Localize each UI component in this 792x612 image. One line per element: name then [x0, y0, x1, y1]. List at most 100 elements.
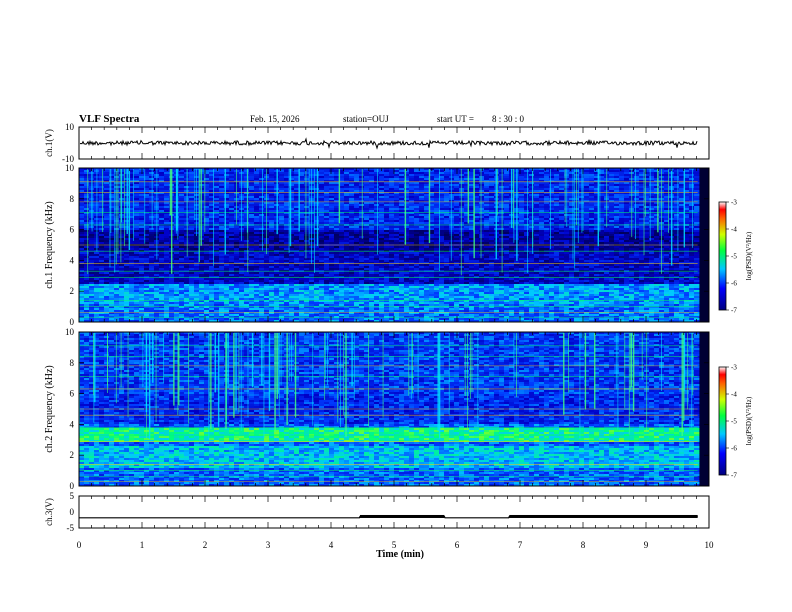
- spec-cell: [224, 194, 230, 197]
- spec-cell: [679, 174, 685, 177]
- spec-cell: [219, 190, 225, 193]
- spec-cell: [324, 210, 330, 213]
- spec-cell: [399, 210, 405, 213]
- spec-cell: [349, 212, 355, 215]
- spec-cell: [484, 204, 490, 207]
- spec-cell: [654, 204, 660, 207]
- spec-cell: [134, 186, 140, 189]
- spec-cell: [224, 172, 230, 175]
- spec-cell: [214, 180, 220, 183]
- spec-cell: [694, 196, 700, 199]
- spec-cell: [149, 210, 155, 213]
- spec-cell: [129, 208, 135, 211]
- spec-cell: [394, 182, 400, 185]
- spec-cell: [459, 186, 465, 189]
- spec-cell: [454, 184, 460, 187]
- spec-cell: [459, 168, 465, 171]
- spec-cell: [454, 204, 460, 207]
- spec-cell: [484, 170, 490, 173]
- spec-cell: [289, 196, 295, 199]
- spec-cell: [654, 190, 660, 193]
- spec-cell: [334, 194, 340, 197]
- spec-cell: [519, 172, 525, 175]
- spec-cell: [434, 178, 440, 181]
- spec-cell: [619, 172, 625, 175]
- spec-cell: [639, 206, 645, 209]
- spec-cell: [144, 202, 150, 205]
- spec-cell: [359, 196, 365, 199]
- spec-cell: [189, 204, 195, 207]
- spec-cell: [284, 178, 290, 181]
- spec-cell: [684, 208, 690, 211]
- spec-cell: [584, 178, 590, 181]
- spec-cell: [484, 182, 490, 185]
- spec-cell: [569, 182, 575, 185]
- spec-cell: [79, 168, 85, 171]
- spec-cell: [284, 186, 290, 189]
- spec-cell: [394, 170, 400, 173]
- spec-cell: [259, 192, 265, 195]
- spec-cell: [394, 176, 400, 179]
- spec-cell: [189, 168, 195, 171]
- spec-cell: [104, 168, 110, 171]
- spec-cell: [694, 198, 700, 201]
- spec-cell: [504, 172, 510, 175]
- spec-cell: [179, 204, 185, 207]
- spec-cell: [139, 202, 145, 205]
- spec-cell: [244, 210, 250, 213]
- spec-cell: [624, 182, 630, 185]
- spec-cell: [314, 182, 320, 185]
- spec-cell: [404, 202, 410, 205]
- spec-cell: [159, 200, 165, 203]
- spec-cell: [114, 204, 120, 207]
- spec-cell: [499, 210, 505, 213]
- spec-cell: [299, 198, 305, 201]
- spec-cell: [569, 170, 575, 173]
- spec-cell: [369, 208, 375, 211]
- spec-cell: [559, 168, 565, 171]
- spec-cell: [229, 180, 235, 183]
- spec-cell: [409, 194, 415, 197]
- spec-cell: [79, 172, 85, 175]
- spec-cell: [649, 182, 655, 185]
- spec-cell: [214, 212, 220, 215]
- ch1-waveform-panel: 10 -10 ch.1(V): [44, 122, 710, 164]
- spec-cell: [134, 210, 140, 213]
- spec-cell: [419, 172, 425, 175]
- spec-cell: [244, 200, 250, 203]
- spec-cell: [79, 212, 85, 215]
- spec-cell: [319, 202, 325, 205]
- spec-cell: [179, 196, 185, 199]
- spec-cell: [439, 176, 445, 179]
- spec-cell: [259, 204, 265, 207]
- spec-cell: [354, 196, 360, 199]
- spec-cell: [584, 176, 590, 179]
- spec-cell: [559, 190, 565, 193]
- spec-cell: [129, 174, 135, 177]
- spec-cell: [394, 204, 400, 207]
- spec-cell: [519, 192, 525, 195]
- spec-cell: [544, 196, 550, 199]
- spec-cell: [684, 168, 690, 171]
- spec-cell: [534, 208, 540, 211]
- spec-cell: [289, 178, 295, 181]
- spec-cell: [524, 194, 530, 197]
- spec-cell: [504, 208, 510, 211]
- spec-cell: [304, 182, 310, 185]
- spec-cell: [479, 210, 485, 213]
- spec-cell: [644, 204, 650, 207]
- spec-cell: [79, 186, 85, 189]
- spec-cell: [454, 198, 460, 201]
- spec-cell: [214, 192, 220, 195]
- spec-cell: [614, 174, 620, 177]
- spec-cell: [134, 188, 140, 191]
- spec-cell: [229, 204, 235, 207]
- spec-cell: [589, 194, 595, 197]
- spec-cell: [369, 196, 375, 199]
- spec-cell: [549, 212, 555, 215]
- spec-cell: [344, 210, 350, 213]
- spec-cell: [454, 206, 460, 209]
- spec-cell: [369, 198, 375, 201]
- spec-cell: [449, 170, 455, 173]
- spec-cell: [544, 188, 550, 191]
